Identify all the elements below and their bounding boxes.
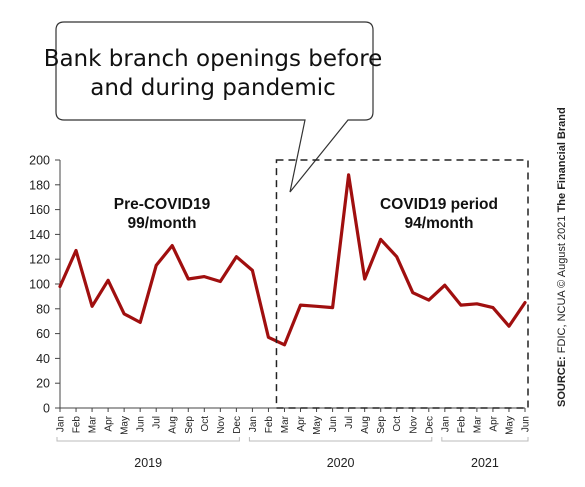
x-tick-label: Jun xyxy=(328,416,339,432)
x-tick-label: Feb xyxy=(456,416,467,434)
speech-bubble xyxy=(55,21,374,193)
source-text: FDIC, NCUA © August 2021 xyxy=(556,212,568,356)
covid-period-average: 94/month xyxy=(405,215,474,232)
x-tick-label: Jan xyxy=(56,416,67,432)
x-tick-label: May xyxy=(504,416,515,435)
year-label: 2019 xyxy=(134,456,162,470)
x-tick-label: Mar xyxy=(88,415,99,433)
x-tick-label: Mar xyxy=(280,415,291,433)
x-tick-label: May xyxy=(120,416,131,435)
y-tick-label: 20 xyxy=(36,377,50,391)
pre-covid-label: Pre-COVID19 xyxy=(114,196,211,213)
x-tick-label: Aug xyxy=(360,416,371,434)
y-tick-label: 40 xyxy=(36,352,50,366)
y-tick-label: 120 xyxy=(29,253,50,267)
x-tick-label: Dec xyxy=(424,416,435,434)
x-tick-label: Sep xyxy=(184,416,195,434)
y-tick-label: 140 xyxy=(29,228,50,242)
covid-period-box xyxy=(275,159,529,409)
x-tick-label: Jun xyxy=(136,416,147,432)
x-tick-label: Nov xyxy=(216,416,227,434)
year-bracket xyxy=(248,437,433,442)
marks xyxy=(58,173,527,347)
year-bracket xyxy=(441,437,529,442)
x-tick-label: Jun xyxy=(521,416,532,432)
y-tick-label: 200 xyxy=(29,154,50,168)
x-tick-label: Mar xyxy=(472,415,483,433)
x-tick-label: Apr xyxy=(488,415,499,431)
year-bracket xyxy=(56,437,240,442)
y-tick-label: 0 xyxy=(43,402,50,416)
x-tick-label: Oct xyxy=(392,416,403,432)
x-tick-label: Oct xyxy=(200,416,211,432)
pre-covid-average: 99/month xyxy=(128,215,197,232)
source-brand: The Financial Brand xyxy=(556,107,568,212)
x-tick-label: Jul xyxy=(344,416,355,429)
chart-title-line-1: Bank branch openings before xyxy=(44,46,383,72)
x-tick-label: Sep xyxy=(376,416,387,434)
year-label: 2020 xyxy=(327,456,355,470)
y-tick-label: 160 xyxy=(29,203,50,217)
year-label: 2021 xyxy=(471,456,499,470)
chart-title-line-2: and during pandemic xyxy=(90,75,336,101)
y-tick-label: 80 xyxy=(36,302,50,316)
x-tick-label: Aug xyxy=(168,416,179,434)
y-tick-label: 100 xyxy=(29,278,50,292)
y-tick-label: 180 xyxy=(29,178,50,192)
covid-period-label: COVID19 period xyxy=(380,196,498,213)
x-tick-label: Feb xyxy=(72,416,83,434)
x-tick-label: Apr xyxy=(104,415,115,431)
x-tick-label: Jul xyxy=(152,416,163,429)
series-line xyxy=(58,173,527,347)
x-tick-label: May xyxy=(312,416,323,435)
x-tick-label: Apr xyxy=(296,415,307,431)
x-tick-label: Jan xyxy=(248,416,259,432)
source-label: SOURCE: xyxy=(556,356,568,407)
x-tick-label: Dec xyxy=(232,416,243,434)
source-note: SOURCE: FDIC, NCUA © August 2021 The Fin… xyxy=(556,107,568,407)
x-tick-label: Nov xyxy=(408,416,419,434)
x-tick-label: Jan xyxy=(440,416,451,432)
y-tick-label: 60 xyxy=(36,327,50,341)
axes: 0 20 40 60 80 100 120 140 160 180 200 Jan Feb Mar Apr M… xyxy=(29,154,531,471)
x-tick-label: Feb xyxy=(264,416,275,434)
